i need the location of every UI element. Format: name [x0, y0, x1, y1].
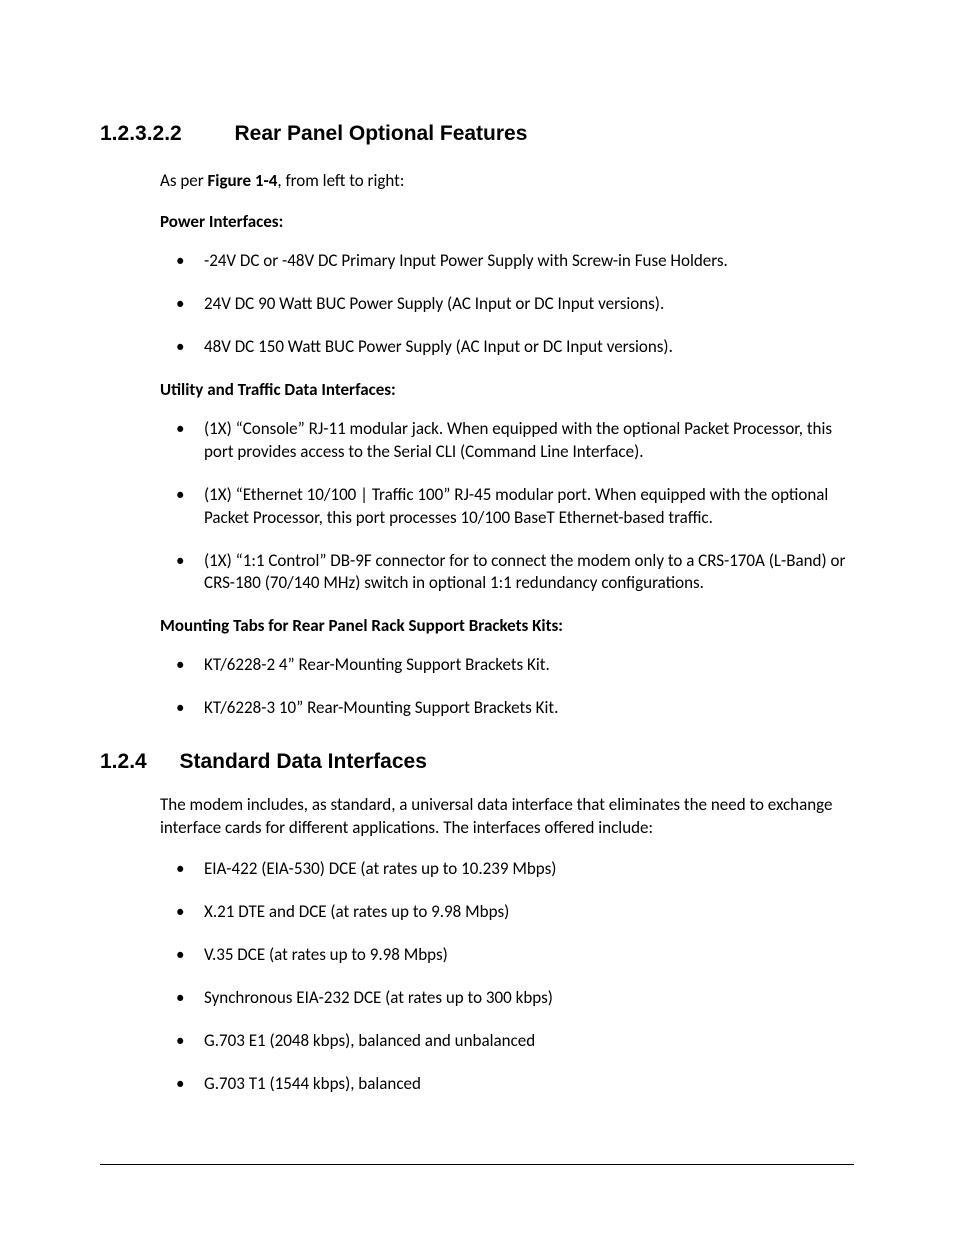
list-item: (1X) “Console” RJ-11 modular jack. When … [160, 418, 854, 464]
intro-figure-ref: Figure 1-4 [208, 170, 278, 191]
utility-interfaces-list: (1X) “Console” RJ-11 modular jack. When … [160, 418, 854, 596]
intro-paragraph: As per Figure 1-4, from left to right: [160, 170, 854, 193]
section-title: Rear Panel Optional Features [234, 122, 527, 146]
list-item: X.21 DTE and DCE (at rates up to 9.98 Mb… [160, 901, 854, 924]
list-item: G.703 T1 (1544 kbps), balanced [160, 1073, 854, 1096]
intro-pre: As per [160, 170, 208, 191]
section-title: Standard Data Interfaces [179, 750, 426, 774]
section-heading-1: 1.2.3.2.2 Rear Panel Optional Features [100, 120, 854, 146]
section-2-intro: The modem includes, as standard, a unive… [160, 794, 854, 840]
list-item: 24V DC 90 Watt BUC Power Supply (AC Inpu… [160, 293, 854, 316]
subheading-utility: Utility and Traffic Data Interfaces: [160, 379, 854, 400]
section-heading-2: 1.2.4 Standard Data Interfaces [100, 748, 854, 774]
section-1-body: As per Figure 1-4, from left to right: P… [160, 170, 854, 720]
section-2-body: The modem includes, as standard, a unive… [160, 794, 854, 1096]
section-number: 1.2.3.2.2 [100, 122, 182, 146]
list-item: V.35 DCE (at rates up to 9.98 Mbps) [160, 944, 854, 967]
list-item: (1X) “1:1 Control” DB-9F connector for t… [160, 550, 854, 596]
section-number: 1.2.4 [100, 750, 147, 774]
list-item: EIA-422 (EIA-530) DCE (at rates up to 10… [160, 858, 854, 881]
list-item: 48V DC 150 Watt BUC Power Supply (AC Inp… [160, 336, 854, 359]
list-item: (1X) “Ethernet 10/100 | Traffic 100” RJ-… [160, 484, 854, 530]
subheading-power: Power Interfaces: [160, 211, 854, 232]
document-page: 1.2.3.2.2 Rear Panel Optional Features A… [0, 0, 954, 1235]
list-item: KT/6228-3 10” Rear-Mounting Support Brac… [160, 697, 854, 720]
list-item: -24V DC or -48V DC Primary Input Power S… [160, 250, 854, 273]
footer-rule [100, 1164, 854, 1165]
list-item: G.703 E1 (2048 kbps), balanced and unbal… [160, 1030, 854, 1053]
standard-interfaces-list: EIA-422 (EIA-530) DCE (at rates up to 10… [160, 858, 854, 1096]
list-item: KT/6228-2 4” Rear-Mounting Support Brack… [160, 654, 854, 677]
intro-post: , from left to right: [277, 170, 404, 191]
power-interfaces-list: -24V DC or -48V DC Primary Input Power S… [160, 250, 854, 359]
list-item: Synchronous EIA-232 DCE (at rates up to … [160, 987, 854, 1010]
mounting-tabs-list: KT/6228-2 4” Rear-Mounting Support Brack… [160, 654, 854, 720]
subheading-mounting: Mounting Tabs for Rear Panel Rack Suppor… [160, 615, 854, 636]
